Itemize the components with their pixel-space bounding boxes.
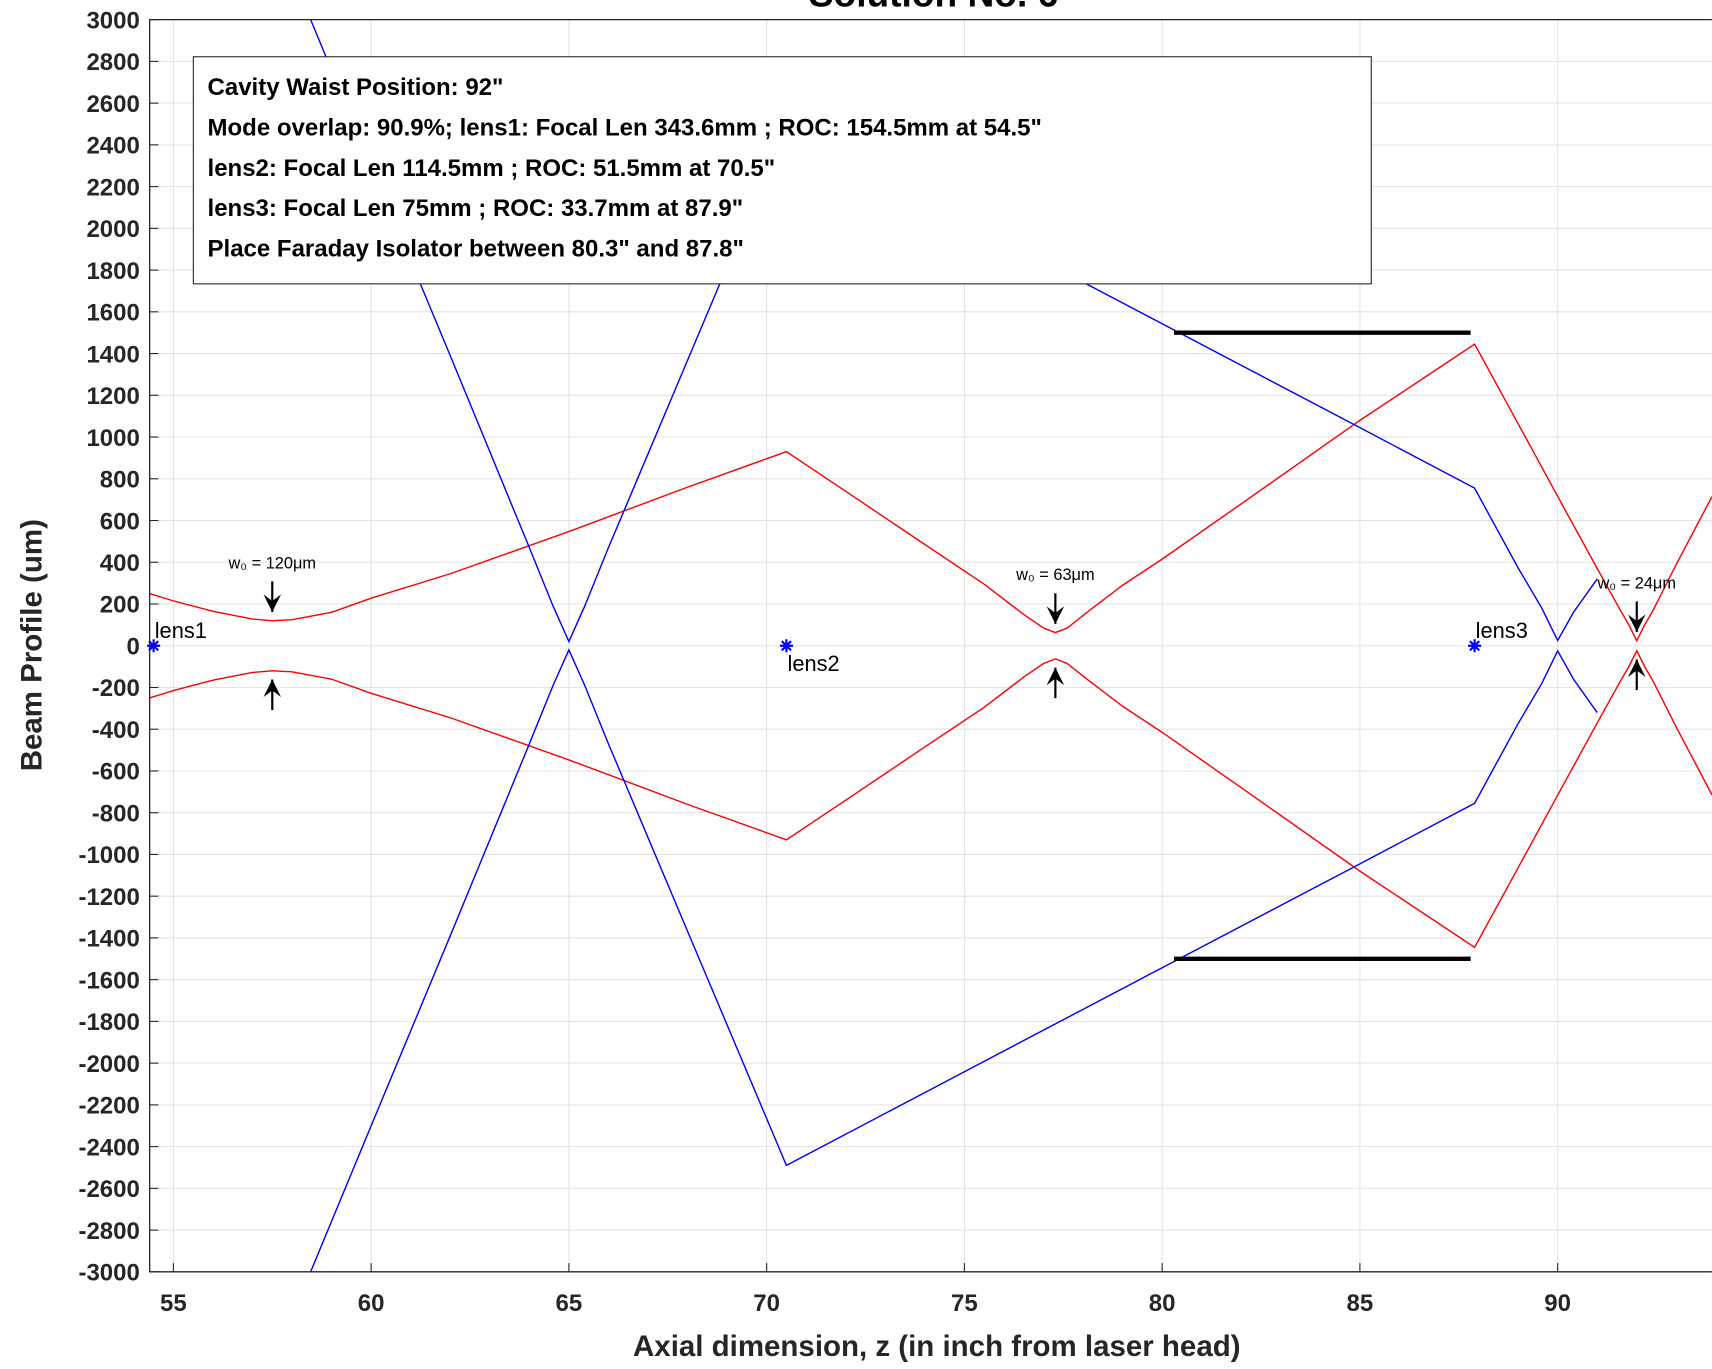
y-tick-label: -1200 (78, 884, 139, 911)
lens-marker (1468, 639, 1482, 653)
lens-label: lens3 (1476, 618, 1528, 643)
y-tick-label: 2600 (86, 91, 139, 118)
y-axis-label: Beam Profile (um) (16, 519, 49, 771)
waist-annotation: w₀ = 120μm (227, 554, 316, 572)
y-tick-label: 1200 (86, 383, 139, 410)
text-box-line: lens2: Focal Len 114.5mm ; ROC: 51.5mm a… (208, 155, 776, 182)
x-tick-label: 90 (1544, 1290, 1571, 1317)
y-tick-label: -1400 (78, 926, 139, 953)
y-tick-label: -1600 (78, 967, 139, 994)
arrow-head (263, 594, 282, 612)
arrow (1628, 601, 1646, 633)
x-tick-label: 80 (1149, 1290, 1176, 1317)
beam-line (309, 648, 1598, 1273)
y-tick-label: -1000 (78, 842, 139, 869)
x-tick-label: 60 (358, 1290, 385, 1317)
y-tick-label: -200 (92, 675, 140, 702)
y-tick-label: -1800 (78, 1009, 139, 1036)
x-tick-label: 55 (160, 1290, 187, 1317)
arrow-head (1046, 667, 1065, 686)
asterisk (1468, 639, 1482, 653)
arrow (263, 581, 282, 612)
x-tick-label: 75 (951, 1290, 978, 1317)
text-box-line: Mode overlap: 90.9%; lens1: Focal Len 34… (208, 114, 1042, 141)
x-axis-label: Axial dimension, z (in inch from laser h… (633, 1330, 1241, 1363)
text-box-line: Place Faraday Isolator between 80.3" and… (208, 236, 744, 263)
y-tick-label: 1600 (86, 300, 139, 327)
arrow (263, 679, 282, 711)
asterisk (147, 639, 161, 653)
lens-label: lens1 (155, 618, 207, 643)
arrow-head (1628, 614, 1646, 633)
y-tick-label: 800 (100, 467, 140, 494)
y-tick-label: 2200 (86, 174, 139, 201)
asterisk (779, 639, 793, 653)
y-tick-label: -2800 (78, 1218, 139, 1245)
arrow-head (1628, 659, 1646, 677)
text-box-line: Cavity Waist Position: 92" (208, 74, 504, 101)
arrow-head (1046, 606, 1065, 624)
y-tick-label: 1800 (86, 258, 139, 285)
waist-annotation: w₀ = 24μm (1597, 574, 1677, 592)
y-tick-label: -2600 (78, 1176, 139, 1203)
arrow (1046, 593, 1065, 624)
x-tick-label: 65 (556, 1290, 583, 1317)
y-tick-label: -2400 (78, 1134, 139, 1161)
y-tick-label: 1400 (86, 341, 139, 368)
beam-line (149, 343, 1712, 643)
arrow-head (263, 679, 282, 697)
y-tick-label: 200 (100, 592, 140, 619)
chart-title: Solution No. 6 (809, 0, 1058, 15)
y-tick-label: 0 (126, 633, 139, 660)
plot-area (149, 19, 1712, 1273)
y-tick-label: 2000 (86, 216, 139, 243)
y-tick-label: -600 (92, 759, 140, 786)
y-tick-label: 1000 (86, 425, 139, 452)
waist-annotation: w₀ = 63μm (1015, 566, 1094, 584)
lens-marker (147, 639, 161, 653)
text-box (192, 56, 1372, 285)
x-tick-label: 85 (1347, 1290, 1374, 1317)
arrow (1628, 659, 1646, 691)
lens-label: lens2 (788, 651, 840, 676)
arrow (1046, 667, 1065, 699)
y-tick-label: 600 (100, 508, 140, 535)
x-tick-label: 70 (753, 1290, 780, 1317)
y-tick-label: 2400 (86, 133, 139, 160)
y-tick-label: -800 (92, 800, 140, 827)
y-tick-label: 400 (100, 550, 140, 577)
y-tick-label: 2800 (86, 49, 139, 76)
y-tick-label: -2200 (78, 1093, 139, 1120)
lens-marker (779, 639, 793, 653)
y-tick-label: 3000 (86, 7, 139, 34)
text-box-line: lens3: Focal Len 75mm ; ROC: 33.7mm at 8… (208, 195, 744, 222)
y-tick-label: -3000 (78, 1260, 139, 1287)
beam-line (149, 649, 1712, 949)
y-tick-label: -2000 (78, 1051, 139, 1078)
y-tick-label: -400 (92, 717, 140, 744)
